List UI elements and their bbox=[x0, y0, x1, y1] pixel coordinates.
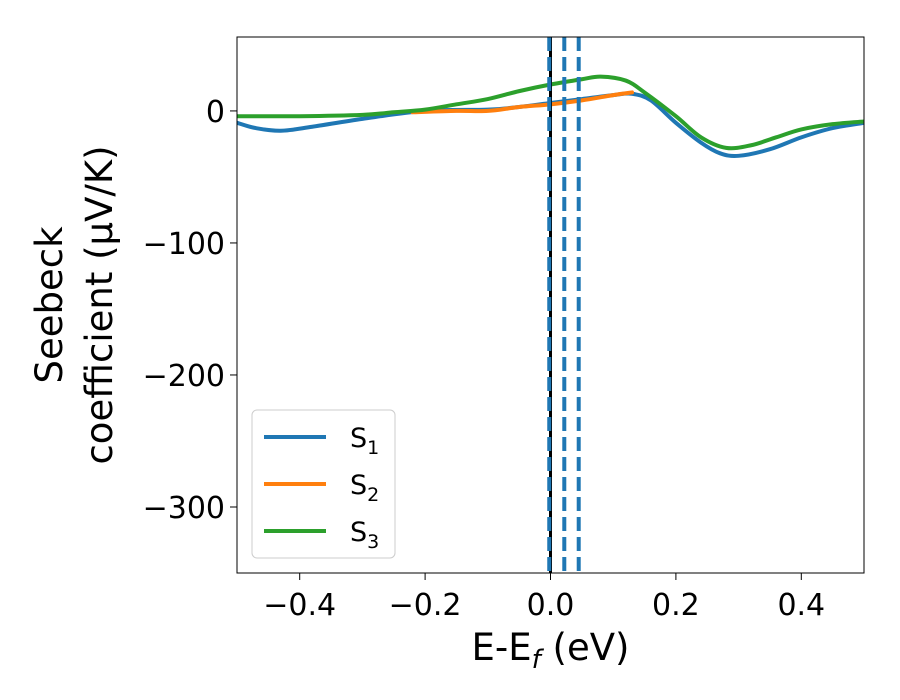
x-axis-label-unit: (eV) bbox=[541, 626, 630, 669]
x-tick-label: −0.2 bbox=[389, 588, 462, 623]
plot-area bbox=[237, 74, 864, 158]
legend-label-sub: 1 bbox=[367, 437, 379, 459]
x-tick-label: 0.4 bbox=[777, 588, 825, 623]
legend-label-s3: S3 bbox=[350, 517, 379, 553]
y-axis: 0 −100 −200 −300 bbox=[143, 95, 237, 526]
legend-label-main: S bbox=[350, 470, 367, 501]
legend-label-sub: 3 bbox=[367, 531, 379, 553]
legend-label-main: S bbox=[350, 423, 367, 454]
x-axis-label: E-Ef (eV) bbox=[472, 626, 630, 675]
x-tick-label: −0.4 bbox=[263, 588, 336, 623]
fermi-level-lines bbox=[547, 37, 581, 573]
y-tick-label: −300 bbox=[143, 491, 225, 526]
y-axis-label-line1: Seebeck bbox=[28, 226, 71, 384]
legend-label-main: S bbox=[350, 517, 367, 548]
legend-label-s1: S1 bbox=[350, 423, 379, 459]
x-axis-label-main: E-E bbox=[472, 626, 532, 669]
legend-label-sub: 2 bbox=[367, 484, 379, 506]
x-tick-label: 0.0 bbox=[527, 588, 575, 623]
y-tick-label: −200 bbox=[143, 359, 225, 394]
y-tick-label: −100 bbox=[143, 227, 225, 262]
legend-label-s2: S2 bbox=[350, 470, 379, 506]
x-tick-label: 0.2 bbox=[652, 588, 700, 623]
y-axis-label-line2: coefficient (μV/K) bbox=[78, 145, 121, 464]
series-line-s3 bbox=[237, 74, 864, 151]
series-line-s2 bbox=[410, 90, 635, 115]
x-axis: −0.4 −0.2 0.0 0.2 0.4 bbox=[263, 573, 825, 623]
y-tick-label: 0 bbox=[206, 95, 225, 130]
y-axis-label: Seebeck coefficient (μV/K) bbox=[28, 145, 121, 464]
